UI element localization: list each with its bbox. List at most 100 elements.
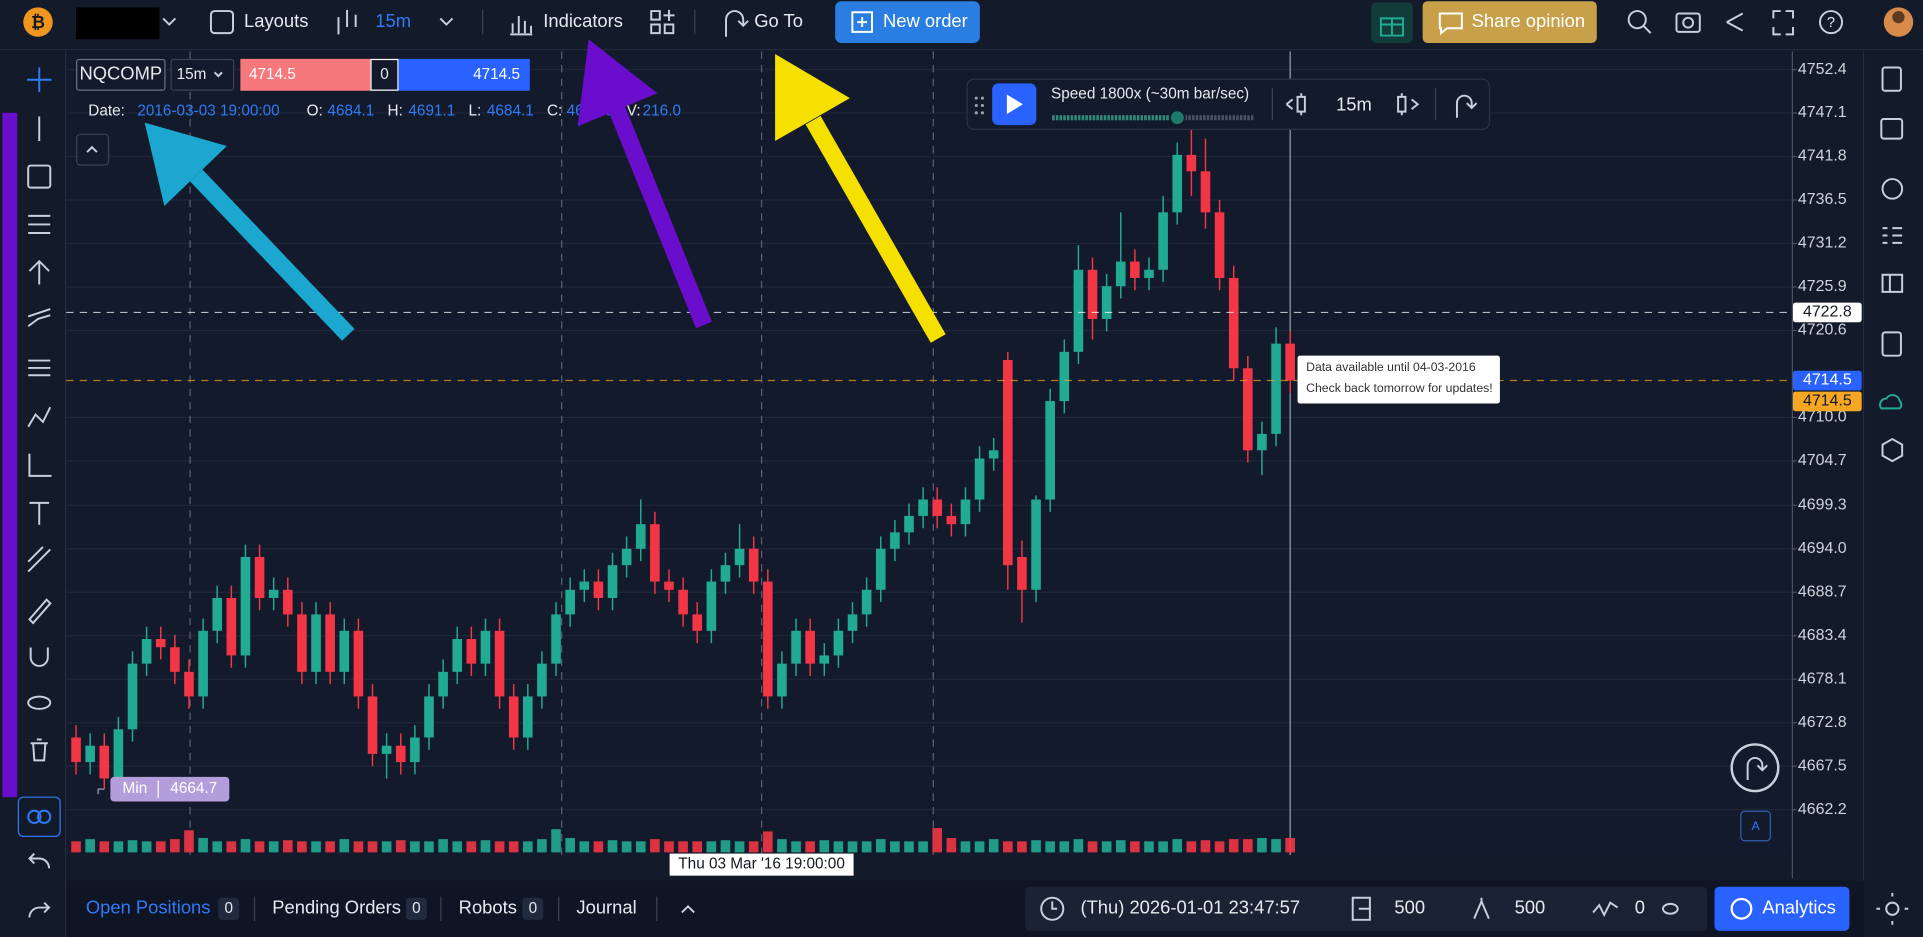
theme-icon[interactable]	[1885, 901, 1900, 916]
account-redacted[interactable]	[76, 7, 160, 40]
candle-body	[1115, 261, 1126, 287]
arrow-shaft	[608, 105, 712, 329]
clock-hands	[1051, 901, 1058, 910]
text-tool[interactable]	[29, 501, 50, 525]
shape-tool[interactable]	[27, 164, 52, 189]
tab-journal[interactable]: Journal	[576, 897, 636, 918]
replay-interval[interactable]: 15m	[1336, 93, 1372, 114]
volume-bar	[932, 828, 943, 853]
share-opinion-button[interactable]	[1422, 1, 1597, 43]
layouts-button[interactable]: Layouts	[244, 10, 308, 31]
share-icon[interactable]	[1726, 12, 1744, 32]
drawing-toolbar	[2, 67, 61, 918]
volume-bar	[706, 841, 717, 853]
sell-button[interactable]	[240, 58, 371, 91]
gann-tool[interactable]	[28, 359, 51, 377]
templates-icon[interactable]	[650, 9, 675, 35]
chart-area	[66, 51, 1794, 855]
sync-tool[interactable]	[17, 796, 61, 838]
indicators-icon	[510, 15, 533, 36]
volume-bar	[283, 840, 293, 853]
candle-body	[904, 515, 914, 533]
redo-button[interactable]	[28, 901, 51, 918]
symbol-box[interactable]	[76, 58, 166, 91]
candle-body	[918, 499, 928, 516]
fib-tool[interactable]	[28, 214, 51, 235]
hide-pnl-button[interactable]	[1662, 902, 1679, 915]
logo[interactable]	[23, 7, 53, 37]
tab-pending-orders[interactable]: Pending Orders	[272, 897, 401, 918]
camera-icon[interactable]	[1675, 12, 1701, 33]
tab-open-positions[interactable]: Open Positions	[86, 897, 211, 918]
calendar-icon[interactable]	[1880, 117, 1904, 140]
channel-tool[interactable]	[27, 308, 51, 328]
candle-body	[494, 630, 505, 697]
replay-jump-button[interactable]	[1730, 743, 1780, 793]
step-back-button[interactable]	[1285, 93, 1306, 116]
volume-bar	[353, 841, 364, 853]
volume-bar	[410, 841, 420, 853]
candle-body	[438, 671, 448, 697]
volume-bar	[381, 841, 392, 853]
y-tick-label: 4688.7	[1798, 583, 1847, 600]
watchlist-icon[interactable]	[1882, 227, 1903, 244]
y-tick-label: 4672.8	[1798, 714, 1847, 731]
candle-body	[875, 548, 886, 590]
arrow-head	[144, 122, 227, 207]
y-tick-label: 4683.4	[1798, 627, 1847, 644]
help-icon[interactable]	[1819, 10, 1844, 35]
pattern-tool[interactable]	[27, 406, 52, 428]
min-marker-value: 4664.7	[170, 780, 217, 797]
jump-button[interactable]	[1455, 94, 1478, 118]
price-label-box	[1793, 370, 1862, 391]
arrow-tool[interactable]	[28, 259, 50, 285]
volume-bar	[734, 841, 745, 853]
report-icon[interactable]	[1881, 331, 1902, 357]
measure-tool[interactable]	[28, 453, 52, 477]
chart-type-icon[interactable]	[337, 9, 357, 35]
cloud-icon[interactable]	[1879, 394, 1903, 410]
drag-handle[interactable]	[974, 96, 985, 115]
new-order-icon	[851, 11, 873, 33]
candle-body	[621, 548, 632, 566]
volume-bar	[1271, 839, 1281, 853]
volume-bar	[875, 839, 886, 853]
notes-icon[interactable]	[1881, 66, 1902, 92]
magnet-tool[interactable]	[29, 647, 49, 667]
buy-button[interactable]	[398, 58, 530, 91]
delete-tool[interactable]	[30, 738, 48, 762]
volume-bar	[748, 841, 759, 853]
layout-icon[interactable]	[1881, 273, 1904, 293]
crosshair-tool[interactable]	[26, 67, 52, 92]
alarm-icon[interactable]	[1881, 178, 1904, 200]
expand-panel-button[interactable]	[681, 904, 695, 914]
tab-robots[interactable]: Robots	[459, 897, 517, 918]
settings-icon[interactable]	[1881, 437, 1904, 463]
indicators-button[interactable]: Indicators	[543, 10, 623, 31]
candle-body	[706, 581, 717, 631]
step-forward-button[interactable]	[1397, 93, 1420, 116]
brush-tool[interactable]	[28, 598, 52, 625]
help-mark: ?	[1827, 15, 1835, 31]
tooltip-line: Check back tomorrow for updates!	[1306, 381, 1493, 395]
goto-button[interactable]: Go To	[754, 10, 803, 31]
visibility-tool[interactable]	[27, 695, 52, 710]
interval-button[interactable]: 15m	[375, 10, 411, 31]
collapse-button[interactable]	[76, 133, 110, 166]
volume-bar	[805, 841, 815, 853]
fullscreen-icon[interactable]	[1772, 10, 1794, 36]
interval-box[interactable]	[170, 58, 235, 91]
auto-scale-button[interactable]	[1740, 810, 1771, 842]
candle-body	[1271, 343, 1281, 434]
analytics-icon	[1730, 897, 1753, 920]
camera-lens	[1682, 16, 1695, 29]
volume-bar	[918, 841, 928, 853]
undo-button[interactable]	[28, 852, 51, 869]
chevron	[213, 71, 223, 78]
search-icon[interactable]	[1627, 10, 1647, 30]
brush-set-tool[interactable]	[27, 546, 51, 573]
analytics-button[interactable]	[1714, 886, 1850, 931]
avatar-head	[1892, 11, 1905, 24]
candle-body	[692, 614, 703, 631]
speed-knob[interactable]	[1169, 109, 1186, 127]
